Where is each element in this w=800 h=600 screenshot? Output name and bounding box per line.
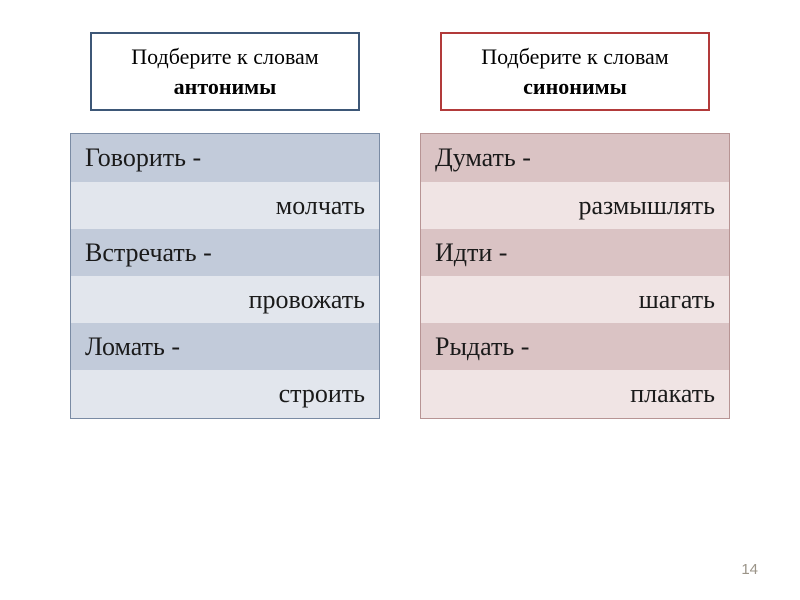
table-row-answer: строить xyxy=(71,370,379,417)
table-row-answer: плакать xyxy=(421,370,729,417)
antonyms-column: Подберите к словам антонимы Говорить - м… xyxy=(70,32,380,419)
table-row-word: Идти - xyxy=(421,229,729,276)
table-row-answer: размышлять xyxy=(421,182,729,229)
table-row-word: Думать - xyxy=(421,134,729,181)
antonyms-header-line2: антонимы xyxy=(110,72,340,102)
synonyms-header-line2: синонимы xyxy=(460,72,690,102)
antonyms-header: Подберите к словам антонимы xyxy=(90,32,360,111)
table-row-word: Ломать - xyxy=(71,323,379,370)
synonyms-header-line1: Подберите к словам xyxy=(460,42,690,72)
table-row-word: Рыдать - xyxy=(421,323,729,370)
antonyms-header-line1: Подберите к словам xyxy=(110,42,340,72)
table-row-answer: провожать xyxy=(71,276,379,323)
antonyms-table: Говорить - молчать Встречать - провожать… xyxy=(70,133,380,418)
synonyms-table: Думать - размышлять Идти - шагать Рыдать… xyxy=(420,133,730,418)
table-row-word: Встречать - xyxy=(71,229,379,276)
synonyms-header: Подберите к словам синонимы xyxy=(440,32,710,111)
table-row-answer: молчать xyxy=(71,182,379,229)
slide-content: Подберите к словам антонимы Говорить - м… xyxy=(0,0,800,419)
synonyms-column: Подберите к словам синонимы Думать - раз… xyxy=(420,32,730,419)
table-row-answer: шагать xyxy=(421,276,729,323)
table-row-word: Говорить - xyxy=(71,134,379,181)
page-number: 14 xyxy=(741,561,758,578)
